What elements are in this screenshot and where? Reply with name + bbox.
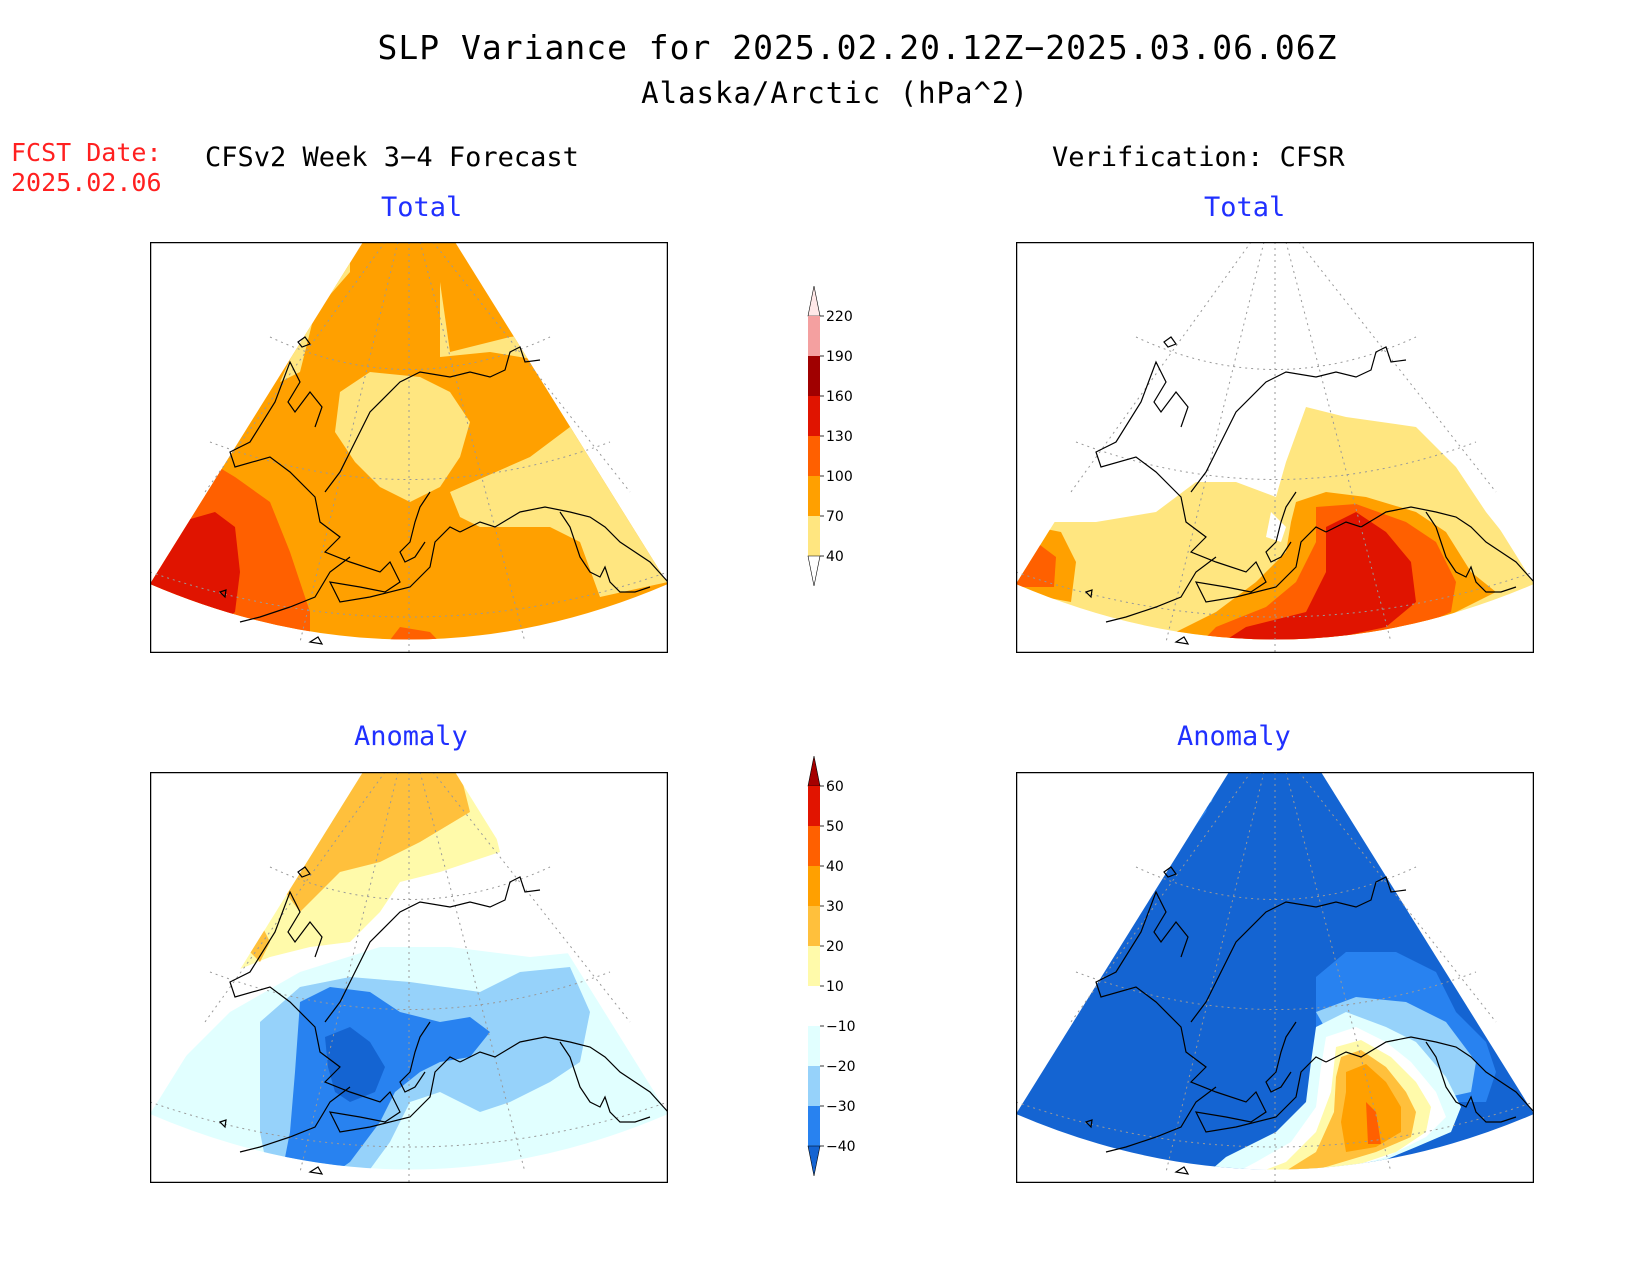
forecast-total-map	[150, 242, 668, 653]
total-colorbar-box-4	[808, 396, 820, 436]
obs-anomaly-title: Anomaly	[1177, 721, 1291, 752]
anomaly-colorbar-box-2	[808, 1066, 820, 1106]
obs-total-title: Total	[1204, 192, 1286, 223]
fill-40-50	[1366, 1102, 1381, 1144]
anomaly-colorbar-box-7	[808, 866, 820, 906]
verification-total-map	[1016, 242, 1534, 653]
fc-total-title: Total	[381, 192, 463, 223]
fill-40-70	[335, 372, 470, 502]
anomaly-colorbar-cap-top	[807, 755, 821, 787]
total-colorbar-tick-label: 160	[826, 389, 853, 405]
anomaly-colorbar-tick-label: 30	[826, 899, 844, 915]
anomaly-colorbar-cap-bottom	[807, 1145, 821, 1177]
anomaly-colorbar-box-3	[808, 1026, 820, 1066]
anomaly-colorbar-tick-label: 20	[826, 939, 844, 955]
verification-anomaly-map	[1016, 772, 1534, 1183]
total-colorbar-cap-bottom	[807, 555, 821, 587]
fcst-date-label: FCST Date:	[11, 138, 162, 167]
fill-neg40	[325, 1027, 385, 1102]
anomaly-colorbar-box-1	[808, 1106, 820, 1146]
anomaly-colorbar-tick-label: 50	[826, 819, 844, 835]
total-colorbar-tick-label: 190	[826, 349, 853, 365]
anomaly-colorbar-tick-label: 60	[826, 779, 844, 795]
anomaly-colorbar-tick-label: −20	[826, 1059, 856, 1075]
total-colorbar-box-6	[808, 316, 820, 356]
total-colorbar-tick-label: 220	[826, 309, 853, 325]
anomaly-colorbar-tick-label: −10	[826, 1019, 856, 1035]
anomaly-colorbar-tick-label: 10	[826, 979, 844, 995]
total-colorbar: 40 70 100 130 160 190 220	[804, 285, 864, 590]
fill-100-130	[380, 627, 450, 640]
plot-title: SLP Variance for 2025.02.20.12Z−2025.03.…	[377, 28, 1338, 67]
fc-anomaly-title: Anomaly	[354, 721, 468, 752]
total-colorbar-tick-label: 130	[826, 429, 853, 445]
anomaly-colorbar-box-9	[808, 786, 820, 826]
forecast-anomaly-map	[150, 772, 668, 1183]
anomaly-colorbar-tick-label: −30	[826, 1099, 856, 1115]
plot-subtitle: Alaska/Arctic (hPa^2)	[641, 76, 1029, 110]
right-column-title: Verification: CFSR	[1052, 142, 1345, 173]
anomaly-colorbar-tick-label: 40	[826, 859, 844, 875]
fill-40-70	[420, 242, 668, 597]
fcst-date: FCST Date: 2025.02.06	[11, 138, 162, 198]
total-colorbar-box-5	[808, 356, 820, 396]
anomaly-colorbar-box-4	[808, 986, 820, 1026]
fill-100-130	[1016, 542, 1056, 587]
anomaly-colorbar-box-6	[808, 906, 820, 946]
total-colorbar-box-1	[808, 516, 820, 556]
total-colorbar-box-2	[808, 476, 820, 516]
anomaly-colorbar-tick-label: −40	[826, 1139, 856, 1155]
left-column-title: CFSv2 Week 3−4 Forecast	[205, 142, 579, 173]
anomaly-colorbar-box-8	[808, 826, 820, 866]
fcst-date-value: 2025.02.06	[11, 168, 162, 197]
fill-130-160	[1206, 512, 1416, 640]
total-colorbar-box-3	[808, 436, 820, 476]
total-colorbar-cap-top	[807, 285, 821, 317]
anomaly-colorbar-box-5	[808, 946, 820, 986]
total-colorbar-tick-label: 40	[826, 549, 844, 565]
total-colorbar-tick-label: 70	[826, 509, 844, 525]
anomaly-colorbar: −40 −30 −20 −10 10 20 30 40 50 60	[804, 755, 864, 1180]
total-colorbar-tick-label: 100	[826, 469, 853, 485]
